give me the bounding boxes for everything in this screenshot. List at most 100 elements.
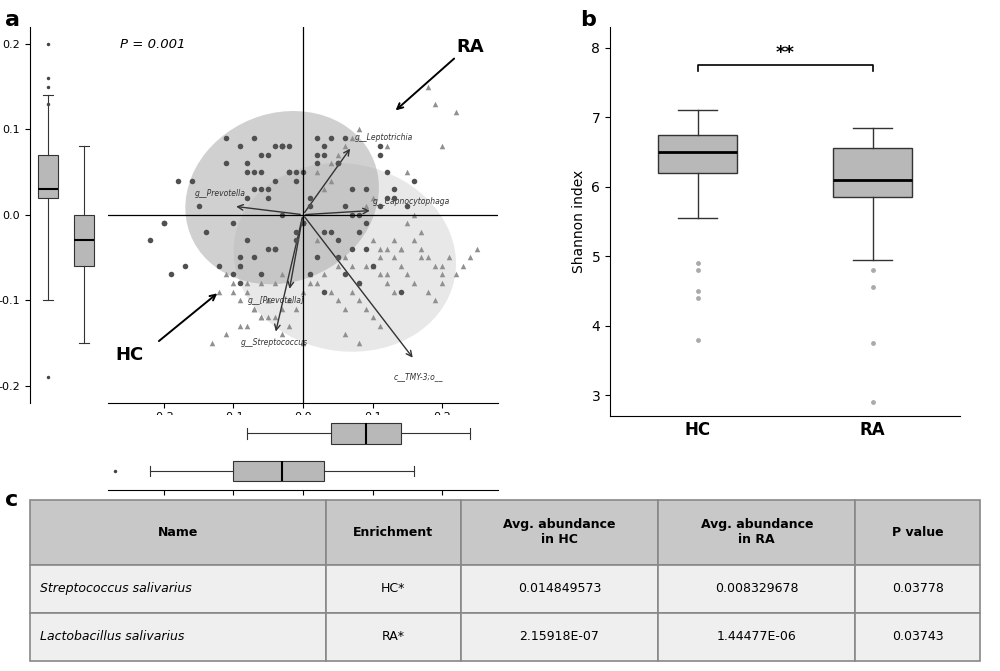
Point <box>218 269 234 280</box>
X-axis label: PC4(5.38%): PC4(5.38%) <box>266 428 340 441</box>
Point <box>379 166 395 177</box>
Point <box>239 287 255 297</box>
Point <box>177 260 193 271</box>
Point <box>253 184 269 195</box>
Point <box>211 260 227 271</box>
Point <box>316 269 332 280</box>
Point <box>316 226 332 237</box>
Text: RA*: RA* <box>382 630 405 643</box>
Point <box>420 81 436 92</box>
Point <box>399 166 415 177</box>
Point <box>392 244 409 254</box>
Point <box>344 132 360 143</box>
Point <box>211 287 227 297</box>
Point <box>288 235 304 246</box>
Point <box>267 244 283 254</box>
Point <box>365 235 381 246</box>
Point <box>260 295 276 305</box>
Point <box>281 320 297 331</box>
Point <box>372 320 388 331</box>
Point <box>267 244 283 254</box>
Point <box>323 287 339 297</box>
Point <box>372 252 388 263</box>
Point <box>330 295 346 305</box>
Point <box>351 226 367 237</box>
Text: RA: RA <box>456 38 484 56</box>
Point <box>288 166 304 177</box>
Point <box>379 193 395 203</box>
Point <box>434 269 450 280</box>
Text: c__TMY-3;o__: c__TMY-3;o__ <box>394 372 443 382</box>
Point <box>392 244 409 254</box>
Point <box>386 184 402 195</box>
Point <box>295 218 311 229</box>
Point <box>351 278 367 289</box>
FancyBboxPatch shape <box>461 500 658 565</box>
Text: 1.44477E-06: 1.44477E-06 <box>717 630 797 643</box>
Point <box>365 312 381 323</box>
Point <box>232 252 248 263</box>
PathPatch shape <box>331 423 400 444</box>
Point <box>295 338 311 348</box>
Point <box>225 287 241 297</box>
Point <box>260 184 276 195</box>
Point <box>218 158 234 169</box>
Point <box>239 158 255 169</box>
Point <box>302 269 318 280</box>
Point <box>170 175 186 186</box>
Point <box>330 150 346 160</box>
Point <box>379 269 395 280</box>
Point <box>365 260 381 271</box>
Text: Streptococcus salivarius: Streptococcus salivarius <box>40 582 191 595</box>
Text: Name: Name <box>158 526 198 539</box>
Point <box>358 303 374 314</box>
Point <box>323 132 339 143</box>
Point <box>455 260 471 271</box>
Point <box>260 193 276 203</box>
Text: HC: HC <box>115 346 143 364</box>
Point <box>225 278 241 289</box>
Point <box>253 278 269 289</box>
FancyBboxPatch shape <box>30 565 326 613</box>
Ellipse shape <box>234 163 456 352</box>
Point <box>372 150 388 160</box>
Point <box>358 244 374 254</box>
Point <box>372 269 388 280</box>
Point <box>239 235 255 246</box>
Point <box>337 269 353 280</box>
Point <box>323 158 339 169</box>
Point <box>246 252 262 263</box>
Point <box>386 252 402 263</box>
Point <box>246 184 262 195</box>
Point <box>232 141 248 152</box>
Point <box>448 107 464 117</box>
FancyBboxPatch shape <box>658 613 855 661</box>
Point <box>239 193 255 203</box>
Point <box>281 141 297 152</box>
Point <box>253 312 269 323</box>
Point <box>330 252 346 263</box>
Point <box>260 150 276 160</box>
Point <box>295 166 311 177</box>
Point <box>281 166 297 177</box>
FancyBboxPatch shape <box>855 565 980 613</box>
FancyBboxPatch shape <box>461 565 658 613</box>
FancyBboxPatch shape <box>326 613 461 661</box>
Point <box>267 312 283 323</box>
Point <box>323 226 339 237</box>
Point <box>344 260 360 271</box>
Point <box>337 132 353 143</box>
Point <box>309 158 325 169</box>
Point <box>420 252 436 263</box>
Point <box>274 141 290 152</box>
Point <box>337 252 353 263</box>
Point <box>427 295 443 305</box>
Text: Lactobacillus salivarius: Lactobacillus salivarius <box>40 630 184 643</box>
Point <box>295 287 311 297</box>
Point <box>267 278 283 289</box>
Point <box>448 269 464 280</box>
Point <box>253 150 269 160</box>
Point <box>267 141 283 152</box>
Point <box>225 269 241 280</box>
Point <box>246 132 262 143</box>
